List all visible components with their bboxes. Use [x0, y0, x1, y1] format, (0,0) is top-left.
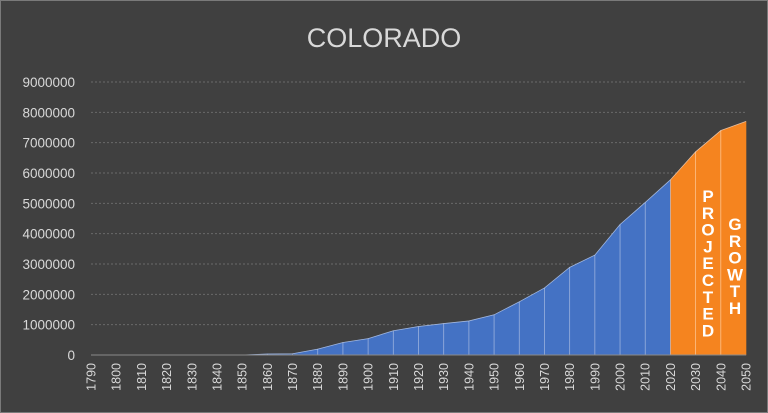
- x-tick-label: 2000: [614, 363, 628, 391]
- area-segment: [644, 179, 671, 356]
- projected-area-segment: [670, 150, 696, 356]
- area-segment: [619, 201, 646, 356]
- area-segment: [317, 342, 344, 356]
- x-tick-label: 2040: [714, 363, 728, 391]
- y-tick-label: 3000000: [22, 257, 75, 272]
- x-tick-label: 1990: [588, 363, 602, 391]
- projection-annotation: P R O J E C T E D G R O W T H: [701, 187, 744, 340]
- area-segment: [594, 223, 621, 356]
- y-tick-label: 0: [67, 348, 75, 363]
- x-tick-label: 1950: [488, 363, 502, 391]
- x-tick-label: 1980: [563, 363, 577, 391]
- x-tick-label: 1890: [336, 363, 350, 391]
- area-segment: [418, 323, 444, 356]
- x-tick-label: 1850: [236, 363, 250, 391]
- chart-title: COLORADO: [307, 23, 462, 53]
- y-axis: 0 1000000 2000000 3000000 4000000 5000000 6000…: [22, 75, 75, 363]
- x-tick-label: 1830: [185, 363, 199, 391]
- x-tick-label: 1860: [261, 363, 275, 391]
- x-tick-label: 1840: [210, 363, 224, 391]
- area-segment: [544, 266, 570, 356]
- y-tick-label: 2000000: [22, 287, 75, 302]
- x-tick-label: 2010: [639, 363, 653, 391]
- x-tick-label: 1930: [437, 363, 451, 391]
- y-tick-label: 9000000: [22, 75, 75, 90]
- x-tick-label: 1900: [362, 363, 376, 391]
- x-tick-label: 1910: [387, 363, 401, 391]
- area-segment: [518, 287, 545, 356]
- area-segment: [443, 320, 470, 356]
- area-segment: [393, 326, 419, 356]
- x-tick-label: 1800: [110, 363, 124, 391]
- x-tick-label: 2020: [664, 363, 678, 391]
- x-tick-label: 1790: [85, 363, 99, 391]
- y-tick-label: 1000000: [22, 318, 75, 333]
- area-segment: [569, 254, 596, 356]
- area-segment: [342, 338, 369, 356]
- x-axis: 1790 1800 1810 1820 1830 1840 1850 1860 1870 1880…: [85, 363, 754, 391]
- x-tick-label: 1970: [538, 363, 552, 391]
- x-tick-label: 2030: [689, 363, 703, 391]
- x-tick-label: 1880: [311, 363, 325, 391]
- x-tick-label: 1920: [412, 363, 426, 391]
- y-tick-label: 7000000: [22, 136, 75, 151]
- x-tick-label: 1940: [462, 363, 476, 391]
- x-tick-label: 1870: [286, 363, 300, 391]
- x-tick-label: 1820: [160, 363, 174, 391]
- x-tick-label: 2050: [740, 363, 754, 391]
- x-tick-label: 1960: [513, 363, 527, 391]
- area-segment: [468, 314, 495, 356]
- y-tick-label: 5000000: [22, 196, 75, 211]
- area-segment: [493, 301, 520, 356]
- y-tick-label: 6000000: [22, 166, 75, 181]
- y-tick-label: 4000000: [22, 227, 75, 242]
- y-tick-label: 8000000: [22, 105, 75, 120]
- plot-area: [91, 121, 747, 356]
- x-tick-label: 1810: [135, 363, 149, 391]
